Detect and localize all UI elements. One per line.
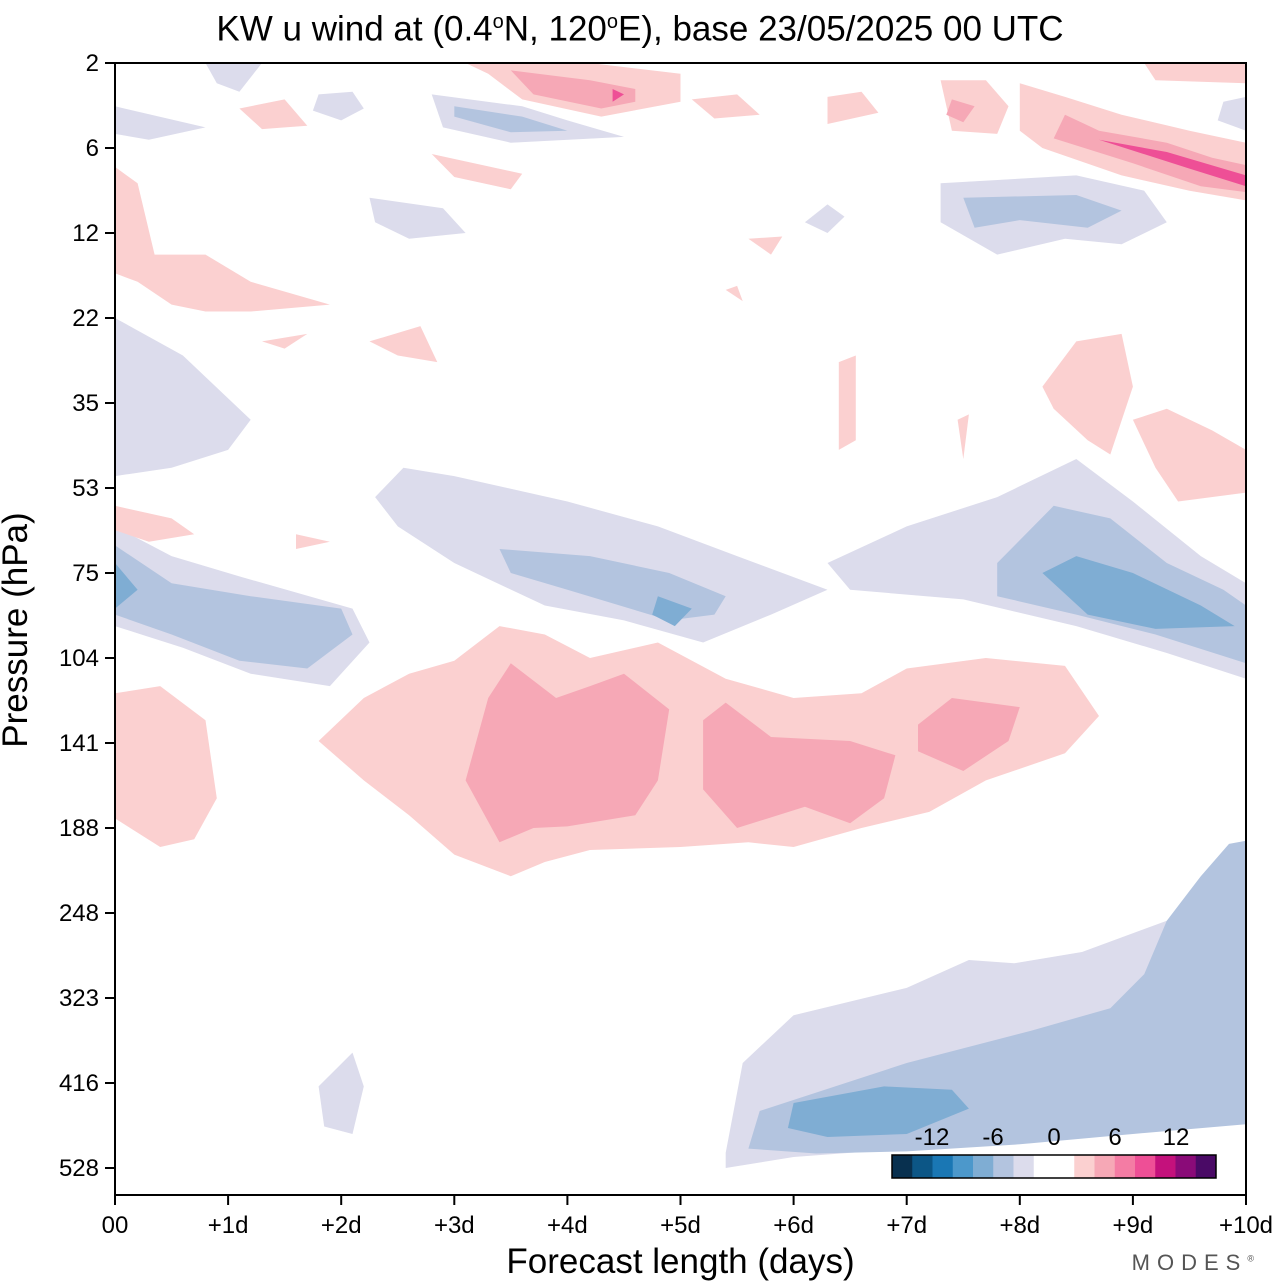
y-tick-label: 2 — [86, 50, 99, 77]
y-tick-label: 141 — [59, 730, 99, 757]
westerly-contour-region-33 — [838, 355, 856, 450]
westerly-contour-region-51 — [725, 285, 743, 302]
westerly-contour-region-29 — [115, 505, 195, 542]
westerly-contour-region-46 — [827, 91, 879, 124]
colorbar-swatch — [993, 1155, 1014, 1178]
westerly-contour-region-28 — [115, 686, 217, 847]
colorbar-swatch — [952, 1155, 974, 1178]
y-tick-label: 188 — [59, 815, 99, 842]
colorbar-swatch — [1135, 1155, 1156, 1178]
colorbar-swatch — [1175, 1155, 1197, 1178]
x-tick-label: +5d — [660, 1212, 701, 1239]
y-tick-label: 22 — [72, 305, 99, 332]
colorbar-swatch — [1033, 1155, 1055, 1178]
colorbar-label: 12 — [1163, 1124, 1190, 1151]
colorbar-swatch — [1155, 1155, 1176, 1178]
westerly-contour-region-26 — [703, 702, 896, 828]
chart-title: KW u wind at (0.4oN, 120oE), base 23/05/… — [216, 9, 1064, 49]
easterly-contour-region-9 — [652, 596, 692, 627]
y-tick-label: 248 — [59, 900, 99, 927]
colorbar-swatch — [1195, 1155, 1217, 1178]
colorbar-swatch — [912, 1155, 933, 1178]
easterly-contour-region-21 — [115, 106, 206, 140]
easterly-contour-region-16 — [369, 197, 466, 239]
westerly-contour-region-45 — [1099, 139, 1246, 187]
plot-area — [115, 63, 1246, 1237]
westerly-contour-region-48 — [239, 99, 308, 130]
westerly-contour-region-35 — [369, 326, 438, 363]
x-tick-label: +2d — [321, 1212, 362, 1239]
x-tick-label: +8d — [999, 1212, 1040, 1239]
westerly-contour-region-31 — [1042, 333, 1133, 455]
easterly-contour-region-3 — [318, 1052, 364, 1134]
westerly-contour-region-37 — [115, 166, 330, 312]
westerly-contour-region-42 — [946, 99, 975, 123]
easterly-contour-region-23 — [1217, 96, 1246, 131]
colorbar-swatch — [1054, 1155, 1075, 1178]
y-tick-label: 323 — [59, 985, 99, 1012]
westerly-contour-region-50 — [748, 236, 783, 255]
easterly-contour-region-18 — [454, 106, 568, 133]
modes-logo: MODES® — [1132, 1250, 1254, 1276]
easterly-contour-region-19 — [312, 91, 364, 121]
x-tick-label: +1d — [208, 1212, 249, 1239]
colorbar-swatch — [892, 1155, 913, 1178]
easterly-contour-region-6 — [115, 563, 138, 609]
westerly-contour-region-49 — [431, 154, 523, 190]
westerly-contour-region-34 — [957, 414, 969, 459]
easterly-contour-region-12 — [1042, 556, 1235, 629]
x-tick-label: +9d — [1113, 1212, 1154, 1239]
easterly-contour-region-2 — [787, 1086, 969, 1137]
y-tick-label: 104 — [59, 645, 99, 672]
easterly-contour-region-15 — [963, 195, 1122, 228]
westerly-contour-region-30 — [296, 534, 330, 549]
westerly-contour-region-41 — [940, 80, 1009, 134]
colorbar-swatch — [1074, 1155, 1095, 1178]
westerly-contour-region-52 — [1144, 63, 1246, 84]
westerly-contour-region-36 — [262, 333, 308, 349]
registered-mark: ® — [1247, 1253, 1254, 1264]
colorbar-swatch — [1094, 1155, 1116, 1178]
y-tick-label: 416 — [59, 1070, 99, 1097]
easterly-contour-region-22 — [804, 204, 845, 233]
westerly-contour-region-40 — [612, 89, 624, 102]
colorbar-swatch — [973, 1155, 994, 1178]
axes: 2 6 12 22 35 53 75 104 141 188 248 323 416 528 00 +1d +2… — [59, 50, 1273, 1239]
y-tick-label: 6 — [86, 135, 99, 162]
colorbar-frame — [891, 1154, 1217, 1179]
x-tick-label: +4d — [547, 1212, 588, 1239]
colorbar: -12 -6 0 6 12 — [891, 1124, 1217, 1179]
x-tick-label: 00 — [102, 1212, 129, 1239]
colorbar-swatch — [932, 1155, 954, 1178]
westerly-contour-region-53 — [381, 1208, 409, 1237]
colorbar-label: -12 — [915, 1124, 950, 1151]
westerly-contour-region-39 — [510, 70, 636, 109]
y-tick-label: 528 — [59, 1155, 99, 1182]
westerly-contour-region-25 — [465, 663, 670, 843]
y-axis-label: Pressure (hPa) — [0, 512, 35, 748]
colorbar-swatch — [1013, 1155, 1035, 1178]
x-tick-label: +7d — [886, 1212, 927, 1239]
colorbar-swatch — [1114, 1155, 1136, 1178]
modes-logo-text: MODES — [1131, 1250, 1248, 1275]
y-tick-label: 35 — [72, 390, 99, 417]
y-tick-label: 75 — [72, 560, 99, 587]
westerly-contour-region-47 — [691, 94, 760, 119]
easterly-contour-region-20 — [205, 63, 262, 92]
x-axis-label: Forecast length (days) — [506, 1242, 855, 1281]
colorbar-label: -6 — [982, 1124, 1003, 1151]
x-tick-label: +3d — [434, 1212, 475, 1239]
x-tick-label: +6d — [773, 1212, 814, 1239]
y-tick-label: 12 — [72, 220, 99, 247]
y-tick-label: 53 — [72, 475, 99, 502]
westerly-contour-region-27 — [918, 698, 1020, 771]
x-tick-label: +10d — [1219, 1212, 1273, 1239]
easterly-contour-region-13 — [115, 318, 251, 477]
easterly-contour-region-5 — [115, 545, 353, 669]
colorbar-label: 6 — [1108, 1124, 1121, 1151]
colorbar-label: 0 — [1047, 1124, 1060, 1151]
westerly-contour-region-32 — [1132, 408, 1246, 502]
easterly-contour-region-1 — [748, 840, 1246, 1154]
